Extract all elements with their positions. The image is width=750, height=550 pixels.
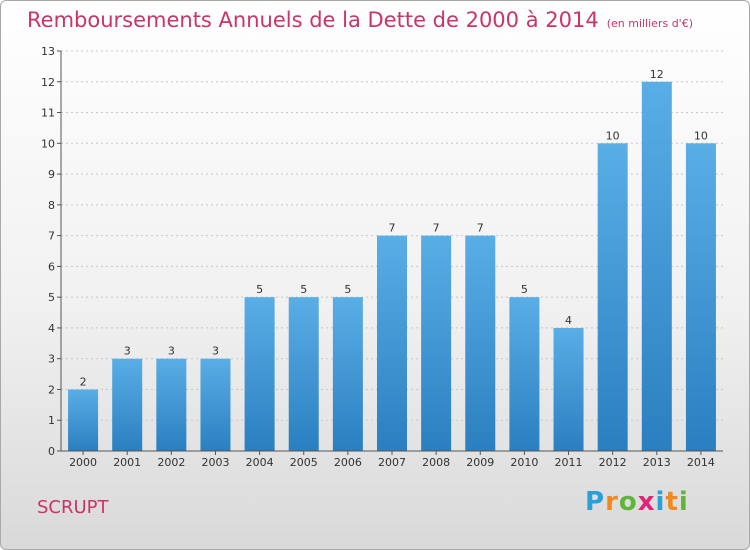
x-tick-label: 2004 <box>246 456 274 469</box>
proxiti-logo: Proxiti <box>585 487 689 517</box>
x-tick-label: 2011 <box>555 456 583 469</box>
bar <box>685 143 716 452</box>
x-tick-label: 2000 <box>69 456 97 469</box>
x-tick-label: 2009 <box>466 456 494 469</box>
logo-letter: P <box>585 487 606 517</box>
chart-subtitle: (en milliers d'€) <box>606 17 693 30</box>
bar <box>421 235 452 451</box>
y-tick-label: 2 <box>48 383 55 396</box>
logo-letter: r <box>605 487 619 517</box>
bar-value-label: 5 <box>521 283 528 296</box>
x-tick-label: 2007 <box>378 456 406 469</box>
bar-value-label: 7 <box>433 222 440 235</box>
bar <box>156 358 187 451</box>
bar-value-label: 7 <box>477 222 484 235</box>
x-tick-label: 2005 <box>290 456 318 469</box>
bar-value-label: 5 <box>344 283 351 296</box>
y-tick-label: 7 <box>48 230 55 243</box>
logo-letter: x <box>637 487 656 517</box>
y-tick-label: 1 <box>48 414 55 427</box>
bar <box>597 143 628 452</box>
bar-value-label: 10 <box>694 129 708 142</box>
bar-value-label: 7 <box>389 222 396 235</box>
bar-value-label: 3 <box>124 345 131 358</box>
y-tick-label: 0 <box>48 445 55 458</box>
logo-letter: i <box>655 487 666 517</box>
bar <box>200 358 231 451</box>
y-tick-label: 8 <box>48 199 55 212</box>
axes <box>57 50 723 455</box>
bar <box>641 81 672 452</box>
logo-letter: i <box>678 487 689 517</box>
bar <box>553 327 584 451</box>
bar-value-label: 3 <box>212 345 219 358</box>
y-tick-label: 10 <box>41 137 55 150</box>
y-tick-label: 4 <box>48 322 55 335</box>
x-tick-label: 2010 <box>510 456 538 469</box>
chart-title: Remboursements Annuels de la Dette de 20… <box>27 8 693 32</box>
x-tick-label: 2002 <box>157 456 185 469</box>
logo-letter: o <box>618 487 638 517</box>
bar-value-label: 4 <box>565 314 572 327</box>
bar <box>332 297 363 451</box>
bar <box>244 297 275 451</box>
bar-value-label: 2 <box>80 375 87 388</box>
x-tick-label: 2006 <box>334 456 362 469</box>
chart-title-text: Remboursements Annuels de la Dette de 20… <box>27 8 599 32</box>
x-tick-label: 2001 <box>113 456 141 469</box>
x-tick-label: 2003 <box>201 456 229 469</box>
labels: 0123456789101112132200032001320023200352… <box>41 45 715 469</box>
bar-value-label: 10 <box>606 129 620 142</box>
y-tick-label: 6 <box>48 260 55 273</box>
x-tick-label: 2012 <box>599 456 627 469</box>
bar-chart: 0123456789101112132200032001320023200352… <box>41 45 723 469</box>
commune-name: SCRUPT <box>37 497 109 518</box>
bar <box>68 389 99 451</box>
x-tick-label: 2008 <box>422 456 450 469</box>
bars <box>68 81 716 452</box>
bar-value-label: 3 <box>168 345 175 358</box>
y-tick-label: 11 <box>41 107 55 120</box>
bar <box>465 235 496 451</box>
x-tick-label: 2014 <box>687 456 715 469</box>
y-tick-label: 13 <box>41 45 55 58</box>
bar <box>377 235 407 451</box>
y-tick-label: 12 <box>41 76 55 89</box>
bar <box>509 297 540 451</box>
y-tick-label: 3 <box>48 353 55 366</box>
bar <box>112 358 143 451</box>
logo-letter: t <box>665 487 679 517</box>
y-tick-label: 9 <box>48 168 55 181</box>
bar-value-label: 5 <box>300 283 307 296</box>
bar-value-label: 12 <box>650 68 664 81</box>
bar-value-label: 5 <box>256 283 263 296</box>
x-tick-label: 2013 <box>643 456 671 469</box>
y-tick-label: 5 <box>48 291 55 304</box>
bar <box>288 297 319 451</box>
